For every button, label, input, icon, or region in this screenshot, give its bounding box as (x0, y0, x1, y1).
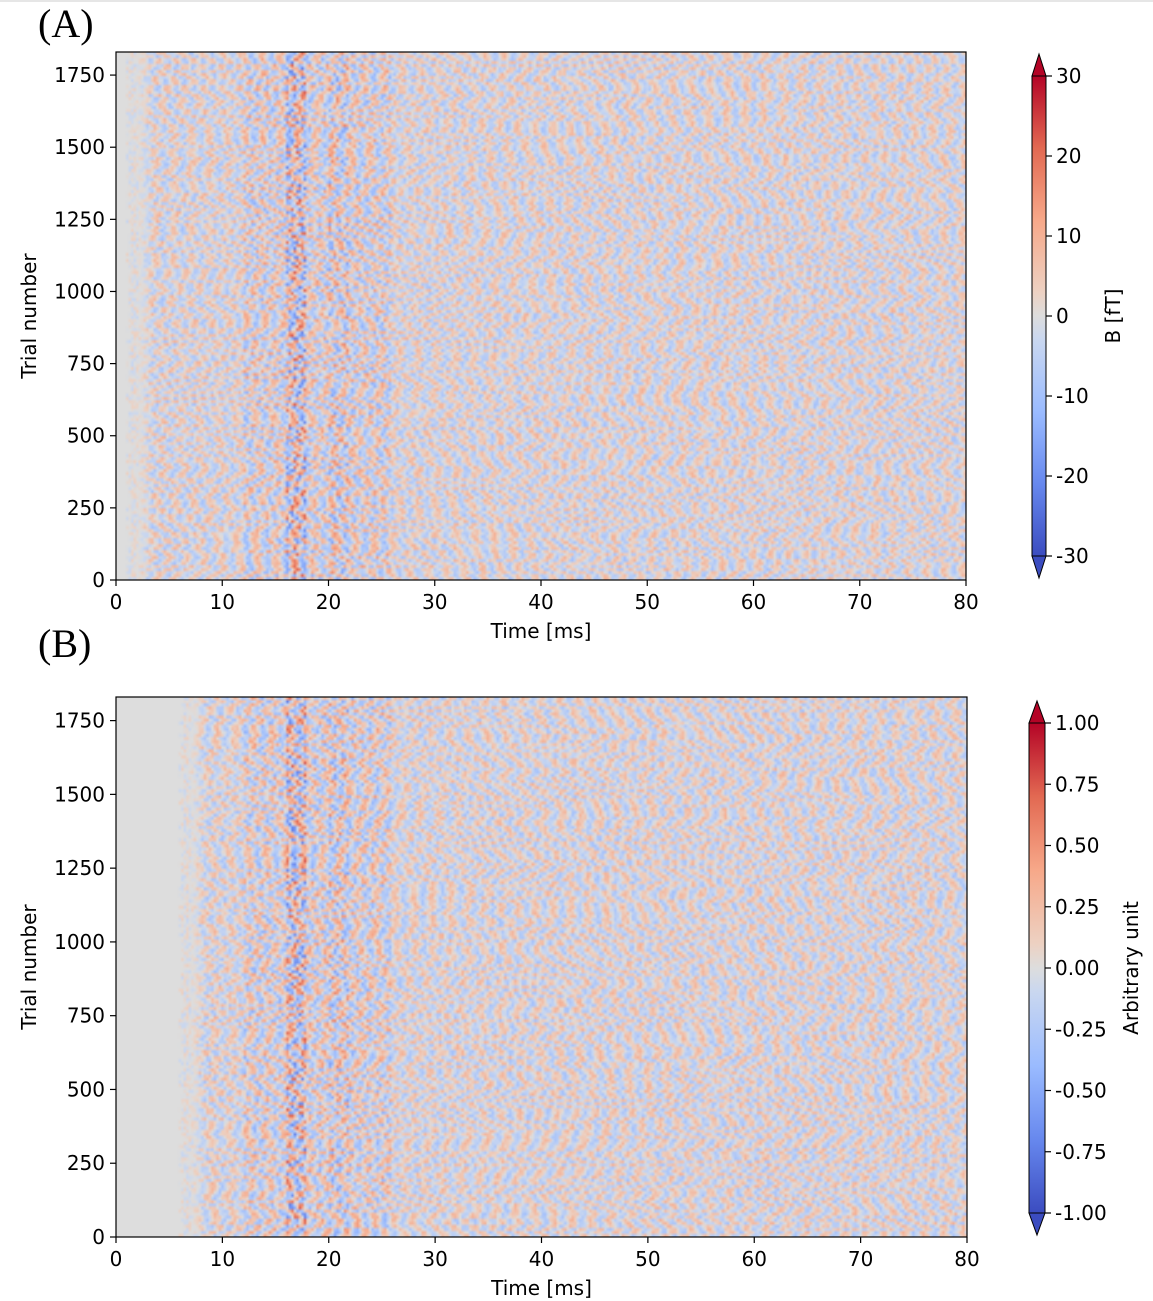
y-tick-label: 250 (67, 496, 105, 520)
colorbar-tick-label: -0.25 (1055, 1017, 1107, 1041)
x-tick-label: 80 (954, 1247, 979, 1271)
colorbar-tick-label: -30 (1056, 544, 1089, 568)
y-tick-label: 250 (67, 1151, 105, 1175)
heatmap-image (116, 697, 967, 1237)
colorbar-extend-bottom (1028, 1212, 1046, 1237)
colorbar-extend-bottom (1031, 555, 1047, 580)
y-tick-label: 1250 (54, 207, 105, 231)
y-tick-label: 500 (67, 1077, 105, 1101)
colorbar-label: Arbitrary unit (1119, 901, 1143, 1035)
y-tick-label: 1000 (54, 279, 105, 303)
colorbar-tick-label: 0.00 (1055, 956, 1100, 980)
top-border-line (0, 0, 1153, 2)
colorbar-extend-top (1028, 699, 1046, 724)
x-tick-label: 60 (742, 1247, 767, 1271)
y-tick-label: 0 (92, 568, 105, 592)
x-axis-label: Time [ms] (490, 619, 592, 643)
colorbar-tick-label: 0.75 (1055, 772, 1100, 796)
colorbar-tick-label: -0.50 (1055, 1079, 1107, 1103)
x-tick-label: 50 (635, 1247, 660, 1271)
x-tick-label: 0 (110, 590, 123, 614)
colorbar-tick-label: -10 (1056, 384, 1089, 408)
colorbar-tick-label: 0 (1056, 304, 1069, 328)
colorbar-tick-label: -20 (1056, 464, 1089, 488)
colorbar-extend-top (1031, 52, 1047, 77)
y-axis-label: Trial number (17, 904, 41, 1031)
y-tick-label: 1750 (54, 63, 105, 87)
x-tick-label: 30 (422, 590, 447, 614)
x-tick-label: 10 (210, 590, 235, 614)
x-tick-label: 40 (529, 1247, 554, 1271)
colorbar-tick-label: -0.75 (1055, 1140, 1107, 1164)
colorbar-gradient (1029, 723, 1045, 1213)
panel-label-b: (B) (38, 621, 92, 666)
colorbar-tick-label: -1.00 (1055, 1201, 1107, 1225)
colorbar-tick-label: 0.25 (1055, 895, 1100, 919)
colorbar-tick-label: 30 (1056, 64, 1081, 88)
x-tick-label: 20 (316, 590, 341, 614)
colorbar-label: B [fT] (1101, 289, 1125, 344)
y-tick-label: 500 (67, 424, 105, 448)
y-tick-label: 750 (67, 352, 105, 376)
y-tick-label: 1500 (54, 782, 105, 806)
y-tick-label: 1250 (54, 856, 105, 880)
y-tick-label: 1750 (54, 709, 105, 733)
y-tick-label: 0 (92, 1225, 105, 1249)
x-tick-label: 70 (848, 1247, 873, 1271)
x-tick-label: 40 (528, 590, 553, 614)
panel-label-a: (A) (38, 1, 94, 46)
colorbar-gradient (1032, 76, 1046, 556)
colorbar-tick-label: 1.00 (1055, 711, 1100, 735)
x-tick-label: 30 (422, 1247, 447, 1271)
chart-panel-b: 0 10 20 30 40 50 60 70 80 0 250 500 750 1000 1250 1500 1… (17, 696, 1143, 1300)
x-axis-label: Time [ms] (490, 1276, 592, 1300)
colorbar-tick-label: 20 (1056, 144, 1081, 168)
y-tick-label: 1000 (54, 930, 105, 954)
colorbar-tick-label: 0.50 (1055, 834, 1100, 858)
x-tick-label: 80 (953, 590, 978, 614)
y-axis-label: Trial number (17, 253, 41, 380)
x-tick-label: 60 (741, 590, 766, 614)
x-tick-label: 50 (635, 590, 660, 614)
x-tick-label: 10 (210, 1247, 235, 1271)
x-tick-label: 0 (110, 1247, 123, 1271)
chart-panel-a: 0 10 20 30 40 50 60 70 80 0 250 500 750 1000 1250 1500 1… (17, 51, 1125, 643)
y-tick-label: 1500 (54, 135, 105, 159)
heatmap-image (116, 52, 966, 580)
x-tick-label: 70 (847, 590, 872, 614)
y-tick-label: 750 (67, 1004, 105, 1028)
colorbar-tick-label: 10 (1056, 224, 1081, 248)
x-tick-label: 20 (316, 1247, 341, 1271)
